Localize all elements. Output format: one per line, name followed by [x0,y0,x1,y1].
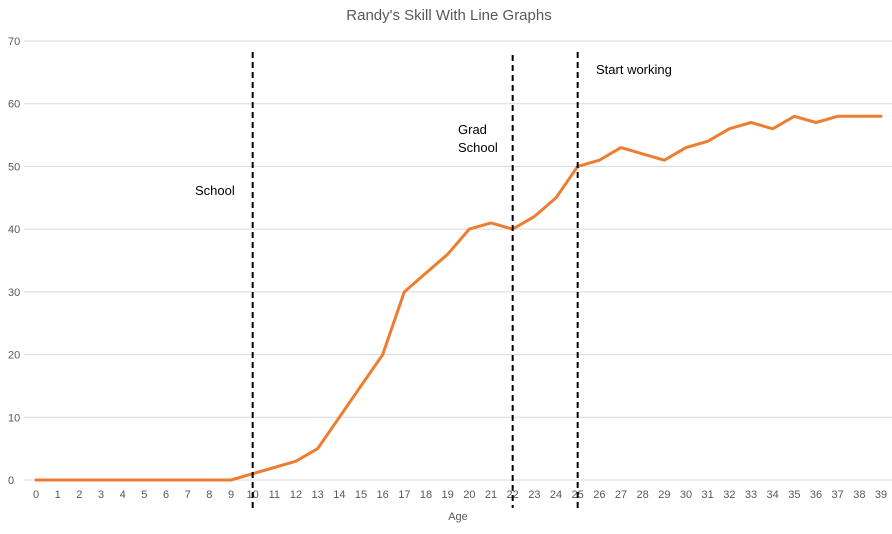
x-tick-label: 30 [680,489,692,501]
x-tick-label: 8 [206,489,212,501]
x-tick-label: 26 [593,489,605,501]
y-tick-label: 40 [8,224,20,236]
y-tick-label: 20 [8,350,20,362]
y-tick-label: 30 [8,287,20,299]
x-tick-label: 7 [185,489,191,501]
x-tick-label: 31 [702,489,714,501]
x-tick-label: 29 [658,489,670,501]
gridlines [24,40,892,481]
series-skill [34,114,883,482]
x-tick-label: 11 [269,489,280,501]
x-tick-label: 13 [312,489,324,501]
x-tick-label: 21 [485,489,497,501]
x-tick-label: 35 [788,489,800,501]
x-tick-label: 32 [723,489,735,501]
y-axis-ticks: 0 10 20 30 40 50 60 70 [8,36,20,487]
x-tick-label: 6 [163,489,169,501]
x-tick-label: 9 [228,489,234,501]
x-tick-label: 27 [615,489,627,501]
x-tick-label: 17 [398,489,410,501]
y-tick-label: 10 [8,412,20,424]
x-tick-label: 0 [33,489,39,501]
x-tick-label: 14 [333,489,345,501]
x-tick-label: 28 [637,489,649,501]
x-tick-label: 4 [120,489,126,501]
y-tick-label: 0 [8,475,14,487]
annotation-school: School [195,183,235,198]
x-tick-label: 36 [810,489,822,501]
x-tick-label: 5 [141,489,147,501]
x-tick-label: 18 [420,489,432,501]
series-line [34,114,883,482]
annotation-start-working: Start working [596,62,672,77]
y-tick-label: 50 [8,161,20,173]
x-tick-label: 20 [463,489,475,501]
x-axis-label: Age [448,511,468,523]
x-tick-label: 23 [528,489,540,501]
x-tick-label: 33 [745,489,757,501]
x-tick-label: 3 [98,489,104,501]
annotation-grad-school-line1: Grad [458,122,487,137]
x-axis-ticks: 0123456789101112131415161718192021222324… [33,489,887,501]
x-tick-label: 39 [875,489,887,501]
y-tick-label: 70 [8,36,20,48]
x-tick-label: 12 [290,489,302,501]
x-tick-label: 16 [377,489,389,501]
x-tick-label: 24 [550,489,562,501]
x-tick-label: 38 [853,489,865,501]
y-tick-label: 60 [8,99,20,111]
x-tick-label: 2 [76,489,82,501]
x-tick-label: 19 [442,489,454,501]
x-tick-label: 37 [832,489,844,501]
x-tick-label: 15 [355,489,367,501]
annotation-grad-school-line2: School [458,140,498,155]
x-tick-label: 34 [767,489,779,501]
x-tick-label: 1 [55,489,61,501]
milestone-lines [251,52,579,508]
chart-title: Randy's Skill With Line Graphs [346,7,551,24]
